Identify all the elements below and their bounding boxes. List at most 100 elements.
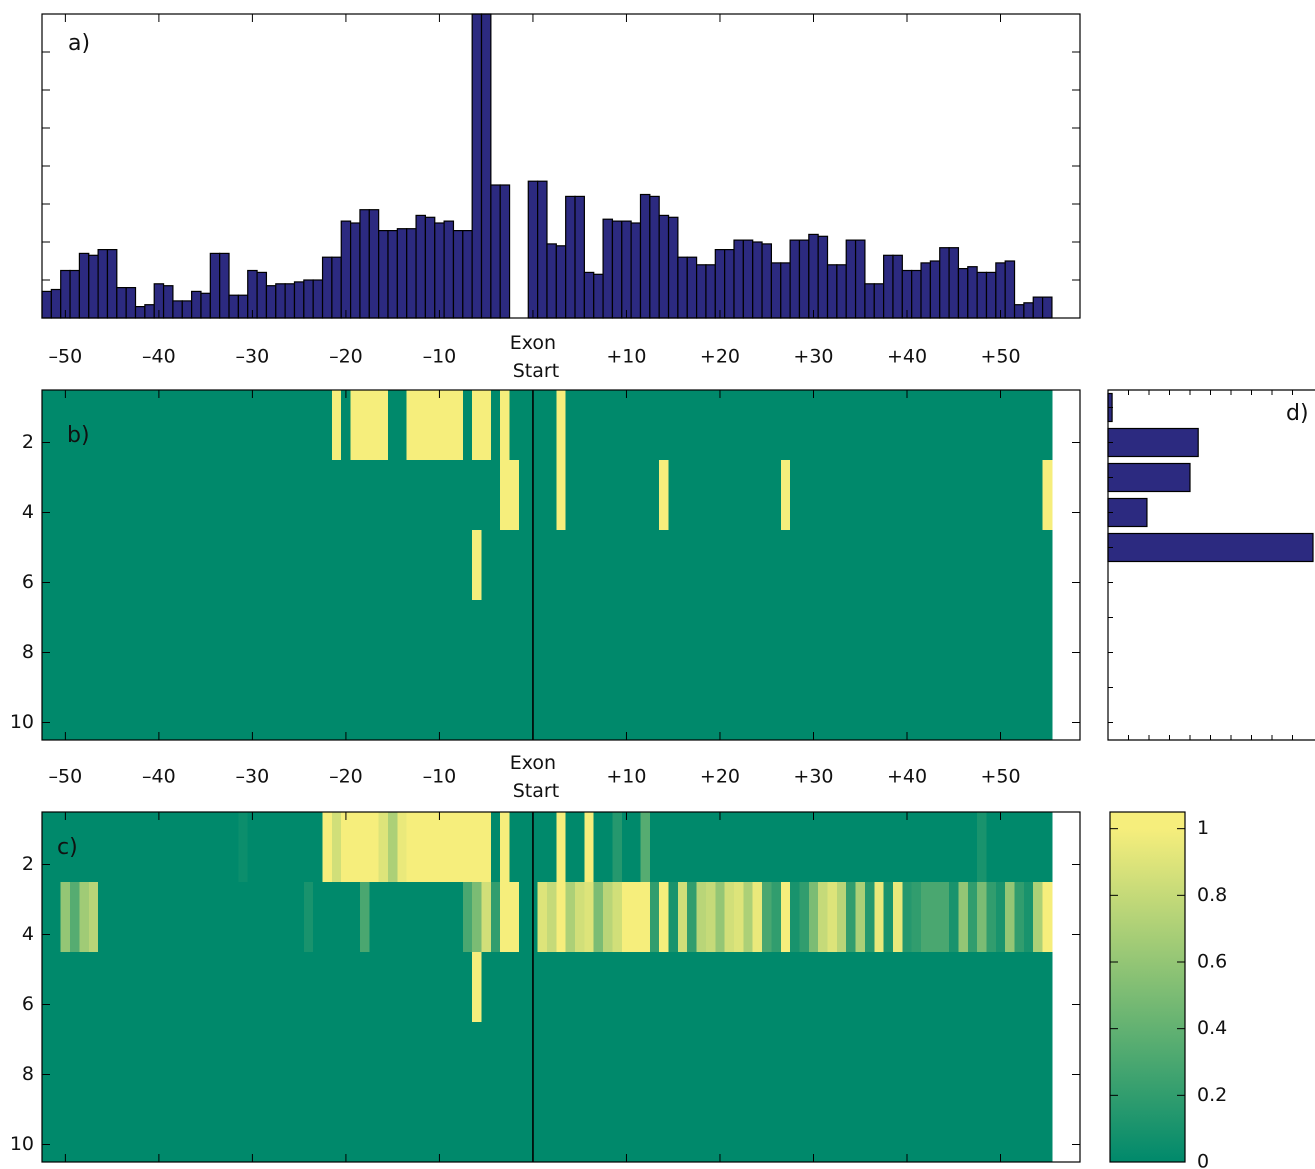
- heatmap-cell: [453, 987, 464, 1023]
- heatmap-cell: [135, 1127, 146, 1163]
- heatmap-cell: [303, 1127, 314, 1163]
- heatmap-cell: [705, 952, 716, 988]
- heatmap-cell: [144, 635, 155, 671]
- heatmap-cell: [808, 670, 819, 706]
- heatmap-cell: [1042, 600, 1053, 636]
- heatmap-cell: [724, 635, 735, 671]
- heatmap-cell: [42, 460, 52, 496]
- heatmap-cell: [911, 917, 922, 953]
- colorbar-tick-label: 0.2: [1197, 1084, 1227, 1106]
- heatmap-cell: [238, 1092, 249, 1128]
- heatmap-cell: [79, 460, 90, 496]
- heatmap-cell: [425, 882, 436, 918]
- heatmap-cell: [640, 600, 651, 636]
- heatmap-cell: [649, 952, 660, 988]
- heatmap-cell: [378, 952, 389, 988]
- heatmap-cell: [649, 530, 660, 566]
- heatmap-cell: [958, 847, 969, 883]
- heatmap-cell: [247, 635, 258, 671]
- heatmap-cell: [1023, 1092, 1034, 1128]
- heatmap-cell: [172, 600, 183, 636]
- heatmap-cell: [341, 600, 352, 636]
- heatmap-cell: [668, 847, 679, 883]
- heatmap-cell: [518, 812, 529, 848]
- heatmap-cell: [808, 495, 819, 531]
- heatmap-cell: [565, 1092, 576, 1128]
- heatmap-cell: [294, 390, 305, 426]
- heatmap-cell: [313, 670, 324, 706]
- heatmap-cell: [986, 917, 997, 953]
- heatmap-cell: [154, 670, 165, 706]
- heatmap-cell: [546, 495, 557, 531]
- heatmap-cell: [593, 847, 604, 883]
- heatmap-cell: [285, 917, 296, 953]
- heatmap-cell: [303, 812, 314, 848]
- heatmap-cell: [1023, 390, 1034, 426]
- heatmap-cell: [584, 847, 595, 883]
- heatmap-cell: [827, 917, 838, 953]
- heatmap-cell: [836, 390, 847, 426]
- heatmap-cell: [1042, 1127, 1053, 1163]
- heatmap-cell: [743, 635, 754, 671]
- heatmap-cell: [285, 530, 296, 566]
- heatmap-cell: [359, 460, 370, 496]
- heatmap-cell: [603, 1127, 614, 1163]
- heatmap-cell: [874, 530, 885, 566]
- heatmap-cell: [668, 952, 679, 988]
- heatmap-cell: [481, 882, 492, 918]
- heatmap-cell: [827, 530, 838, 566]
- heatmap-cell: [462, 1092, 473, 1128]
- heatmap-cell: [1005, 1057, 1016, 1093]
- heatmap-cell: [818, 812, 829, 848]
- heatmap-cell: [350, 565, 361, 601]
- heatmap-cell: [752, 812, 763, 848]
- heatmap-cell: [60, 812, 71, 848]
- heatmap-cell: [621, 705, 632, 741]
- bar: [714, 249, 726, 319]
- heatmap-cell: [874, 565, 885, 601]
- heatmap-cell: [88, 1092, 99, 1128]
- heatmap-cell: [958, 425, 969, 461]
- heatmap-cell: [416, 495, 427, 531]
- heatmap-cell: [1005, 670, 1016, 706]
- heatmap-cell: [696, 812, 707, 848]
- heatmap-cell: [752, 882, 763, 918]
- heatmap-cell: [668, 600, 679, 636]
- heatmap-cell: [649, 390, 660, 426]
- heatmap-cell: [892, 952, 903, 988]
- heatmap-cell: [135, 425, 146, 461]
- heatmap-cell: [593, 917, 604, 953]
- heatmap-cell: [836, 460, 847, 496]
- heatmap-cell: [70, 1127, 81, 1163]
- bar: [340, 220, 352, 319]
- heatmap-cell: [593, 425, 604, 461]
- heatmap-cell: [546, 600, 557, 636]
- heatmap-cell: [995, 917, 1006, 953]
- bar: [555, 245, 567, 319]
- heatmap-cell: [210, 460, 221, 496]
- heatmap-cell: [593, 1057, 604, 1093]
- heatmap-cell: [977, 1092, 988, 1128]
- heatmap-cell: [621, 1092, 632, 1128]
- heatmap-cell: [939, 705, 950, 741]
- heatmap-cell: [911, 952, 922, 988]
- heatmap-cell: [275, 812, 286, 848]
- heatmap-cell: [294, 460, 305, 496]
- heatmap-cell: [864, 882, 875, 918]
- heatmap-cell: [144, 882, 155, 918]
- heatmap-cell: [219, 917, 230, 953]
- heatmap-cell: [453, 460, 464, 496]
- heatmap-cell: [416, 530, 427, 566]
- heatmap-cell: [163, 882, 174, 918]
- heatmap-cell: [257, 670, 268, 706]
- heatmap-cell: [799, 882, 810, 918]
- heatmap-cell: [135, 670, 146, 706]
- heatmap-cell: [874, 1127, 885, 1163]
- heatmap-cell: [659, 1022, 670, 1058]
- heatmap-cell: [1042, 812, 1053, 848]
- heatmap-cell: [724, 1022, 735, 1058]
- heatmap-cell: [640, 917, 651, 953]
- heatmap-cell: [42, 952, 52, 988]
- heatmap-cell: [780, 495, 791, 531]
- heatmap-cell: [388, 425, 398, 461]
